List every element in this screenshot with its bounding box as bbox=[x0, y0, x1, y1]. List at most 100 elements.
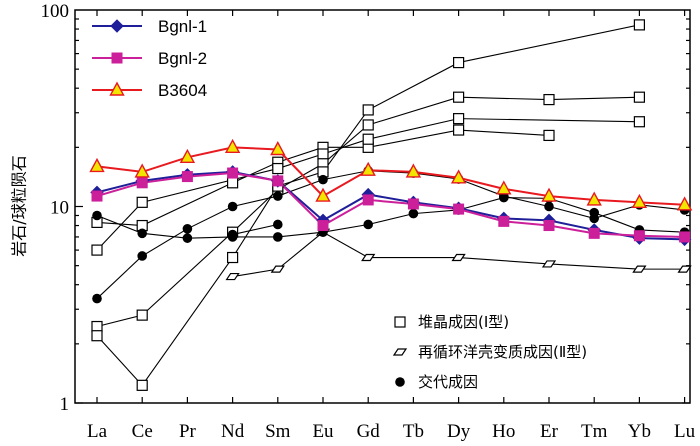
series-layer bbox=[96, 24, 685, 387]
x-tick-label: Lu bbox=[674, 421, 696, 442]
data-point-triangle bbox=[450, 169, 467, 184]
x-tick-label: Yb bbox=[628, 421, 651, 442]
data-point-square bbox=[498, 215, 510, 227]
data-point-circle bbox=[395, 377, 405, 387]
data-point-triangle bbox=[89, 157, 105, 173]
x-tick-label: Gd bbox=[357, 421, 381, 442]
x-tick-label: Pr bbox=[179, 421, 197, 442]
data-point-open-square bbox=[633, 19, 646, 31]
x-tick-label: Ce bbox=[132, 421, 153, 442]
data-point-parallelogram bbox=[677, 265, 692, 273]
data-point-circle bbox=[227, 229, 238, 240]
data-point-open-square bbox=[272, 162, 284, 175]
data-point-open-square bbox=[362, 119, 374, 131]
data-point-circle bbox=[544, 201, 554, 212]
data-point-open-square bbox=[362, 133, 374, 145]
legend-label: 堆晶成因(Ⅰ型) bbox=[418, 313, 509, 331]
series-line bbox=[232, 231, 685, 278]
x-tick-label: Tb bbox=[403, 421, 424, 442]
data-point-circle bbox=[408, 208, 419, 219]
legend-series: Bgnl-1 Bgnl-2 B3604 bbox=[92, 17, 207, 100]
data-point-open-square bbox=[136, 309, 148, 321]
data-point-triangle bbox=[134, 163, 150, 178]
series-line bbox=[96, 172, 685, 238]
series-line bbox=[232, 223, 278, 236]
data-point-parallelogram bbox=[541, 260, 557, 268]
data-point-open-square bbox=[453, 56, 465, 69]
series-line bbox=[96, 170, 685, 241]
ticks-layer bbox=[75, 10, 690, 404]
data-point-triangle bbox=[405, 163, 422, 178]
data-point-circle bbox=[92, 210, 102, 221]
data-point-circle bbox=[182, 233, 193, 243]
data-point-square bbox=[272, 175, 284, 187]
data-point-open-square bbox=[543, 93, 555, 106]
data-point-open-square bbox=[136, 379, 148, 391]
x-tick-label: Er bbox=[540, 421, 559, 442]
data-point-open-square bbox=[633, 116, 646, 128]
labels-layer: La Ce Pr Nd Sm Eu Gd Tb Dy Ho Er Tm Yb Lu 1 10 100 bbox=[41, 1, 696, 442]
y-tick-label: 1 bbox=[60, 394, 70, 415]
x-tick-label: Tm bbox=[581, 421, 608, 442]
data-point-triangle bbox=[541, 187, 557, 202]
data-point-square bbox=[588, 227, 600, 239]
data-point-parallelogram bbox=[270, 265, 285, 273]
data-point-circle bbox=[589, 213, 599, 224]
legend-label: Bgnl-1 bbox=[158, 17, 207, 36]
legend-label: Bgnl-2 bbox=[158, 49, 207, 68]
series-line bbox=[96, 146, 685, 206]
data-point-circle bbox=[137, 251, 147, 261]
data-point-diamond bbox=[110, 19, 124, 33]
legend-label: 交代成因 bbox=[418, 373, 478, 391]
data-point-open-square bbox=[394, 316, 406, 328]
data-point-triangle bbox=[179, 148, 196, 163]
data-point-circle bbox=[273, 191, 283, 201]
data-point-open-square bbox=[91, 330, 103, 342]
data-point-circle bbox=[137, 228, 147, 239]
series-line bbox=[96, 197, 685, 239]
y-tick-label: 100 bbox=[41, 1, 70, 22]
data-point-open-square bbox=[227, 177, 239, 189]
y-axis-title: 岩石/球粒陨石 bbox=[10, 155, 29, 256]
series-line bbox=[96, 24, 640, 387]
data-point-circle bbox=[92, 293, 102, 304]
data-point-parallelogram bbox=[392, 348, 408, 356]
data-point-circle bbox=[182, 224, 193, 234]
data-point-square bbox=[407, 198, 419, 210]
data-point-open-square bbox=[453, 91, 465, 103]
data-point-triangle bbox=[631, 193, 648, 209]
data-point-circle bbox=[227, 201, 238, 212]
data-point-square bbox=[136, 177, 148, 189]
series-line bbox=[96, 96, 640, 328]
data-point-open-square bbox=[91, 244, 103, 256]
data-point-parallelogram bbox=[361, 253, 376, 262]
data-point-square bbox=[453, 203, 465, 215]
data-point-triangle bbox=[496, 180, 512, 195]
data-point-square bbox=[111, 52, 123, 64]
data-point-square bbox=[181, 171, 193, 183]
data-point-circle bbox=[273, 219, 283, 230]
data-point-triangle bbox=[109, 81, 125, 96]
data-point-triangle bbox=[315, 187, 331, 202]
y-tick-label: 10 bbox=[50, 198, 69, 219]
data-point-square bbox=[679, 231, 691, 243]
data-point-circle bbox=[363, 219, 374, 230]
data-point-open-square bbox=[317, 148, 329, 160]
x-tick-label: La bbox=[87, 421, 108, 442]
data-point-open-square bbox=[227, 251, 239, 264]
data-point-triangle bbox=[224, 138, 241, 154]
data-point-open-square bbox=[453, 113, 465, 125]
data-point-square bbox=[91, 190, 103, 202]
data-point-open-square bbox=[453, 124, 465, 136]
data-point-open-square bbox=[362, 104, 374, 116]
x-tick-label: Ho bbox=[492, 421, 515, 442]
legend-label: B3604 bbox=[158, 81, 207, 100]
data-point-open-square bbox=[136, 196, 148, 208]
data-point-open-square bbox=[91, 320, 103, 333]
markers-layer bbox=[89, 19, 693, 391]
data-point-square bbox=[227, 167, 239, 179]
data-point-circle bbox=[273, 232, 283, 242]
data-point-square bbox=[317, 220, 329, 232]
data-point-triangle bbox=[586, 191, 602, 206]
